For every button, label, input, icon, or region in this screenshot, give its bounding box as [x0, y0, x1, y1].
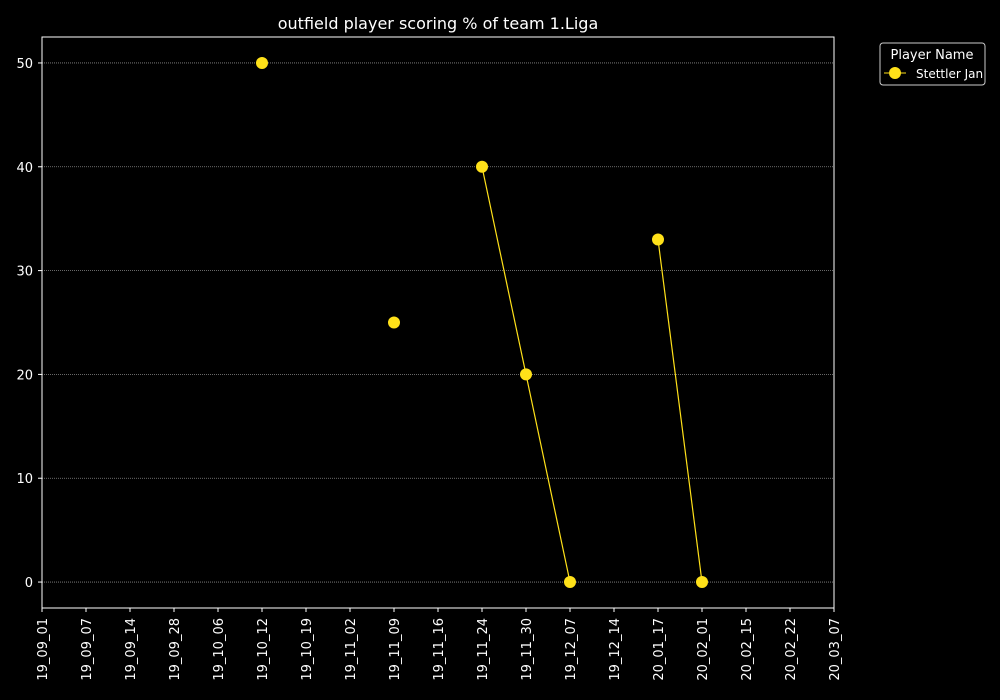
x-tick-label: 20_02_01: [696, 618, 711, 681]
x-axis: 19_09_01 19_09_07 19_09_14 19_09_28 19_10_06…: [36, 608, 843, 681]
y-tick-label: 20: [16, 368, 33, 383]
legend-marker: [889, 67, 901, 79]
x-tick-label: 19_10_06: [212, 618, 227, 681]
x-tick-label: 20_01_17: [652, 618, 667, 681]
data-point: [476, 160, 488, 173]
x-tick-label: 20_02_15: [740, 618, 755, 681]
data-point: [256, 56, 268, 69]
x-tick-label: 19_10_12: [256, 618, 271, 681]
legend: Player Name Stettler Jan: [879, 42, 986, 86]
y-tick-label: 30: [16, 265, 33, 280]
x-tick-label: 19_09_28: [168, 618, 183, 681]
x-tick-label: 19_11_30: [520, 618, 535, 681]
data-point: [652, 233, 664, 246]
x-tick-label: 19_11_16: [432, 618, 447, 681]
x-tick-label: 19_10_19: [300, 618, 315, 681]
x-tick-label: 19_12_07: [564, 618, 579, 681]
chart-title: outfield player scoring % of team 1.Liga: [278, 14, 599, 33]
y-tick-label: 50: [16, 57, 33, 72]
legend-title: Player Name: [891, 48, 974, 63]
x-tick-label: 20_02_22: [784, 618, 799, 681]
series-line-segment: [657, 239, 703, 583]
x-tick-label: 19_11_02: [344, 618, 359, 681]
y-axis: 0 10 20 30 40 50: [16, 57, 42, 591]
data-point: [564, 576, 576, 589]
data-point: [696, 576, 708, 589]
legend-box: [879, 42, 986, 86]
series-points: [256, 56, 708, 589]
y-tick-label: 10: [16, 472, 33, 487]
plot-frame: [41, 36, 835, 609]
data-point: [520, 368, 532, 381]
x-tick-label: 19_11_09: [388, 618, 403, 681]
x-tick-label: 20_03_07: [828, 618, 843, 681]
x-tick-label: 19_09_01: [36, 618, 51, 681]
x-tick-label: 19_11_24: [476, 618, 491, 681]
x-tick-label: 19_09_07: [80, 618, 95, 681]
x-tick-label: 19_09_14: [124, 618, 139, 681]
grid-layer: [42, 62, 834, 583]
data-point: [388, 316, 400, 329]
legend-series-label: Stettler Jan: [916, 67, 983, 81]
y-tick-label: 0: [25, 576, 33, 591]
y-tick-label: 40: [16, 161, 33, 176]
x-tick-label: 19_12_14: [608, 618, 623, 681]
